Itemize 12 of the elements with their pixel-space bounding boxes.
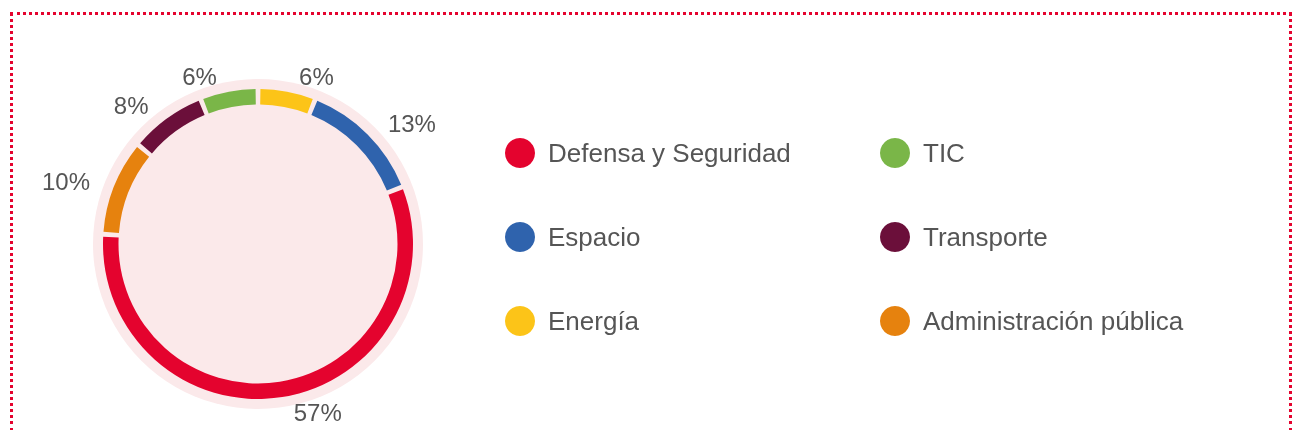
legend-label: Administración pública	[923, 306, 1184, 336]
legend-label: Energía	[548, 306, 640, 336]
legend-label: Transporte	[923, 222, 1048, 252]
data-label: 13%	[387, 109, 436, 137]
data-label: 57%	[293, 399, 342, 427]
legend-label: Espacio	[548, 222, 641, 252]
legend-label: Defensa y Seguridad	[548, 138, 791, 168]
legend-label: TIC	[923, 138, 965, 168]
data-label: 6%	[299, 62, 334, 90]
data-label: 6%	[182, 62, 217, 90]
data-label: 8%	[113, 92, 149, 120]
data-label: 10%	[41, 167, 91, 195]
